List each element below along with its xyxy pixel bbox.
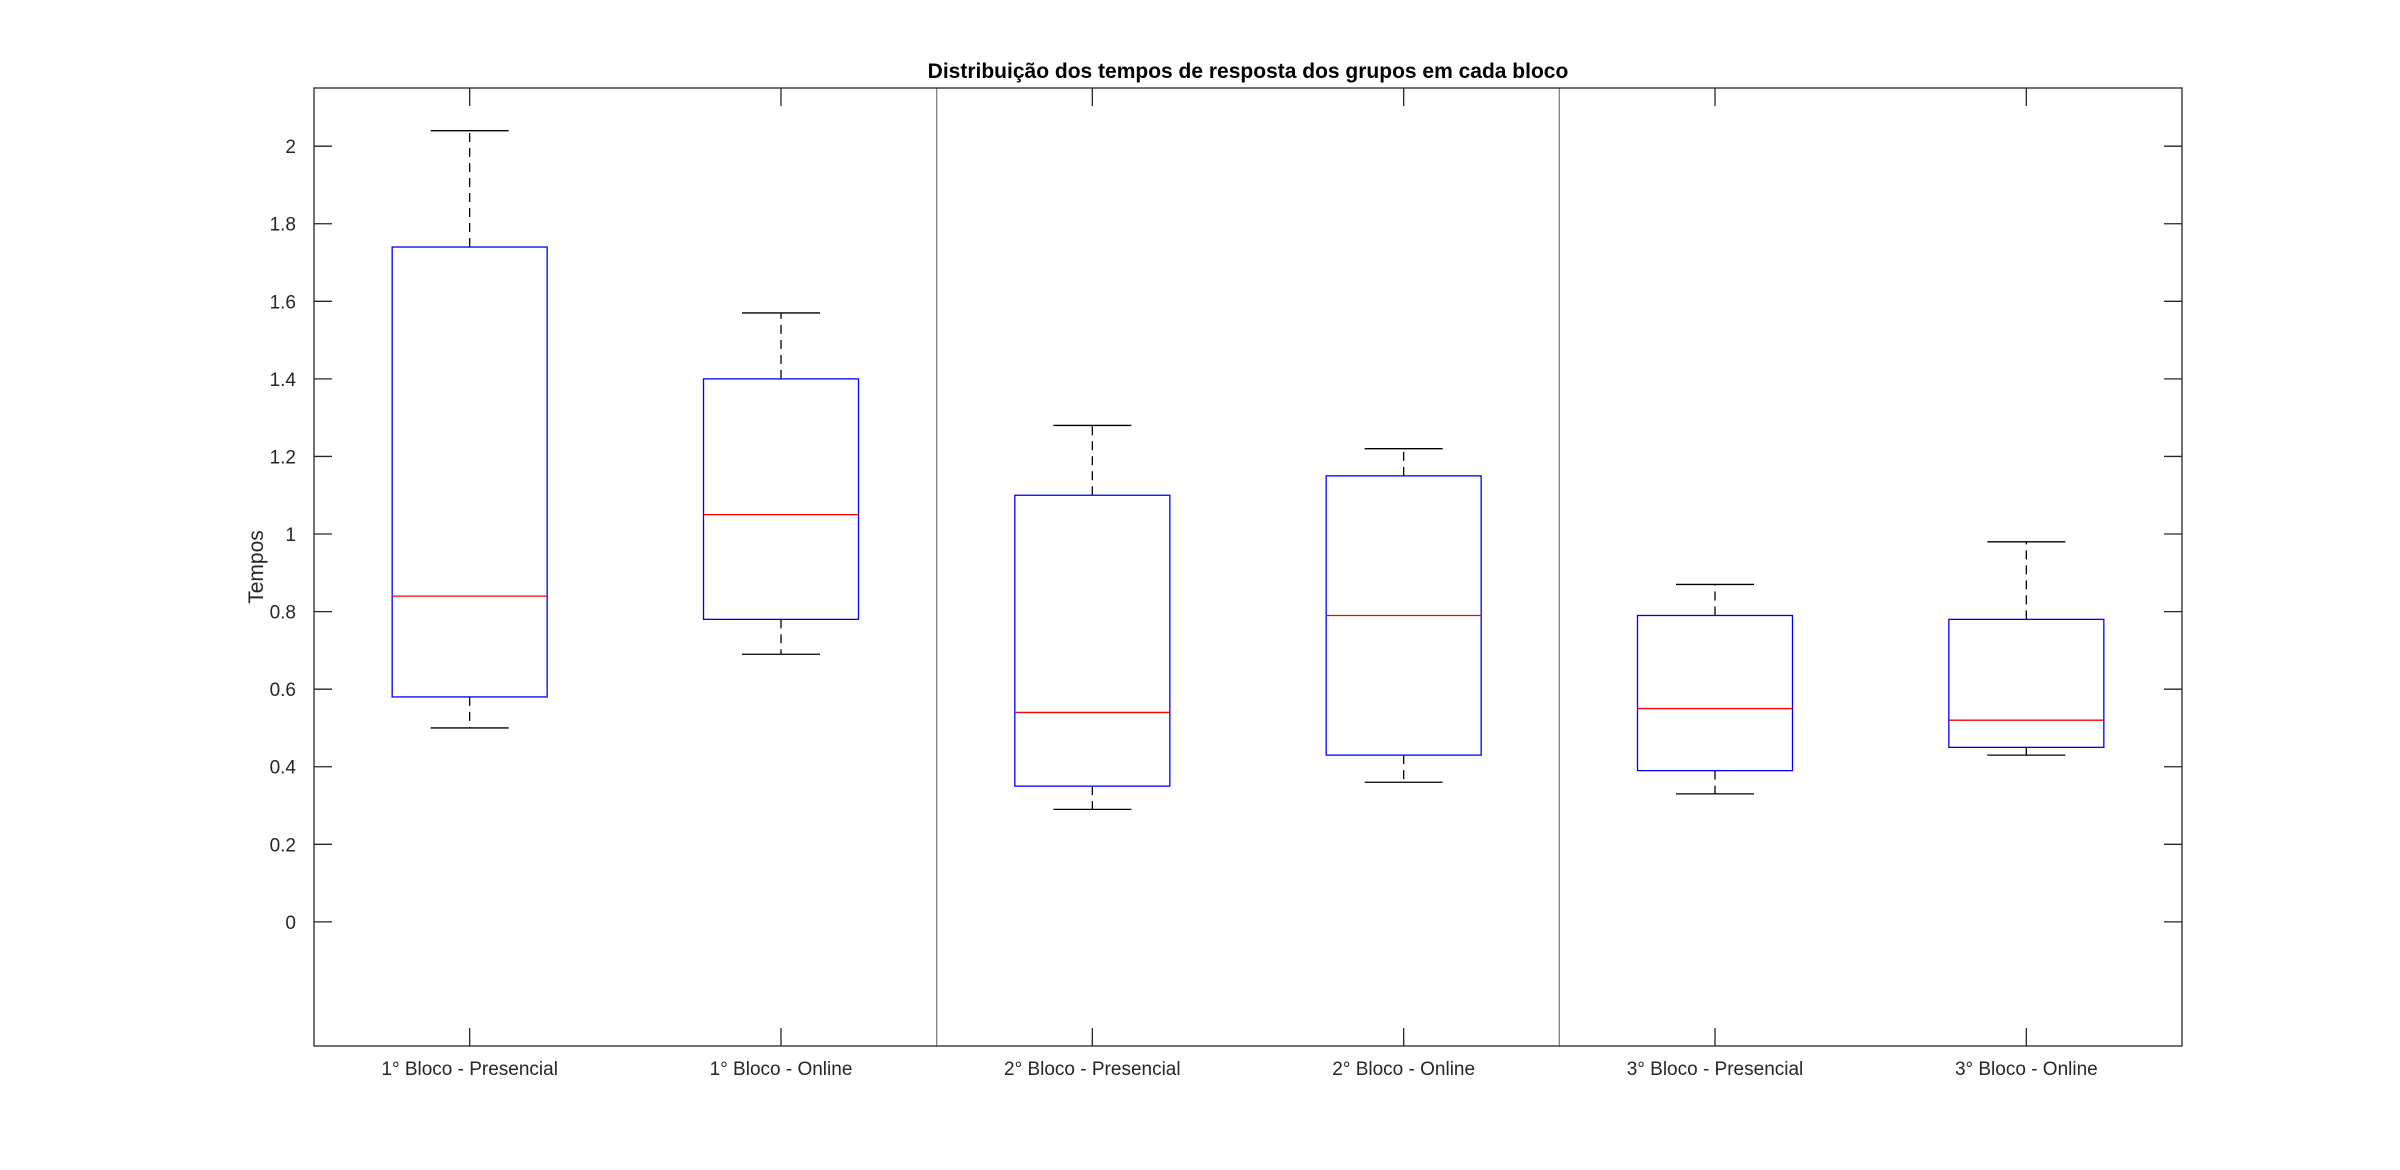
x-tick-label: 3° Bloco - Online: [1955, 1059, 2098, 1080]
x-tick-label: 2° Bloco - Presencial: [1004, 1059, 1181, 1080]
box-iqr: [1948, 618, 2105, 749]
y-tick-label: 1.2: [270, 447, 296, 468]
y-tick-label: 1: [285, 525, 296, 546]
chart-title: Distribuição dos tempos de resposta dos …: [928, 60, 1569, 83]
x-tick-label: 1° Bloco - Presencial: [381, 1059, 558, 1080]
axes-frame: [313, 87, 2183, 1047]
x-tick-label: 2° Bloco - Online: [1332, 1059, 1475, 1080]
plot-area: 0 0.2 0.4 0.6 0.8 1 1.2 1.4 1.6 1.8 2 1° Bloco - Pr…: [270, 88, 2182, 1080]
y-tick-label: 0.8: [270, 603, 296, 624]
x-tick-label: 1° Bloco - Online: [710, 1059, 853, 1080]
x-tick-label: 3° Bloco - Presencial: [1627, 1059, 1804, 1080]
y-axis-label: Tempos: [245, 530, 268, 604]
y-tick-label: 0.6: [270, 680, 296, 701]
y-tick-label: 2: [285, 137, 296, 158]
y-tick-label: 0.2: [270, 835, 296, 856]
y-tick-label: 0: [285, 913, 296, 934]
box-iqr: [702, 378, 860, 621]
box-iqr: [391, 246, 548, 698]
y-tick-label: 1.8: [270, 215, 296, 236]
box-iqr: [1014, 494, 1171, 787]
y-tick-label: 1.6: [270, 292, 296, 313]
y-tick-label: 0.4: [270, 758, 297, 779]
box-iqr: [1636, 614, 1794, 772]
y-tick-label: 1.4: [270, 370, 297, 391]
